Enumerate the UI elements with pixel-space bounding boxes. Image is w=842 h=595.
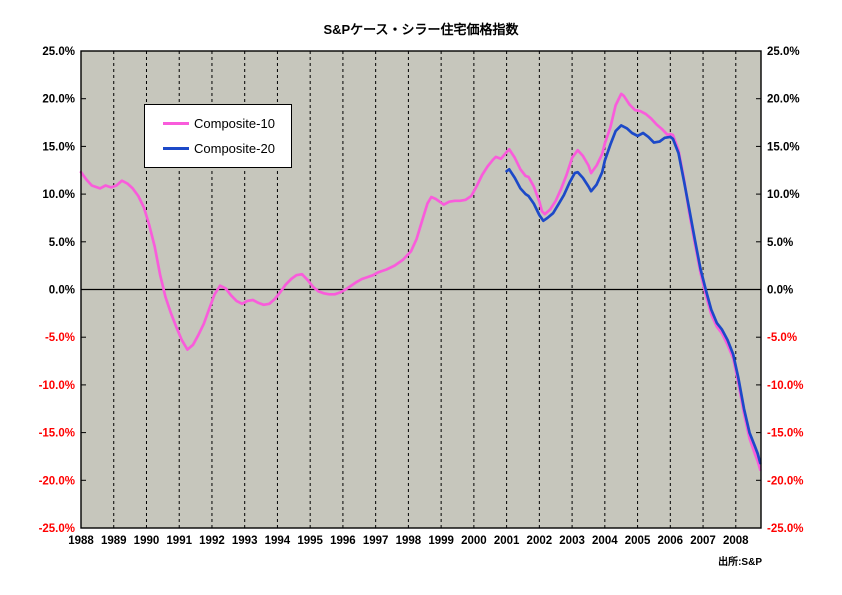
legend-label-composite-20: Composite-20 xyxy=(194,141,275,157)
x-axis-label: 2004 xyxy=(592,535,618,547)
y-axis-label-left: -25.0% xyxy=(39,523,75,535)
x-axis-label: 2006 xyxy=(658,535,684,547)
y-axis-label-right: -15.0% xyxy=(767,428,803,440)
y-axis-label-left: -15.0% xyxy=(39,428,75,440)
source-note: 出所:S&P xyxy=(718,557,762,568)
y-axis-label-right: -20.0% xyxy=(767,475,803,487)
y-axis-label-right: -25.0% xyxy=(767,523,803,535)
x-axis-label: 2003 xyxy=(559,535,585,547)
y-axis-label-right: 0.0% xyxy=(767,285,793,297)
y-axis-label-right: 25.0% xyxy=(767,46,800,58)
x-axis-label: 2001 xyxy=(494,535,520,547)
series-line-composite-20 xyxy=(505,124,762,465)
x-axis-label: 1994 xyxy=(265,535,291,547)
x-axis-label: 2005 xyxy=(625,535,651,547)
series-line-composite-10 xyxy=(79,92,762,472)
x-axis-label: 2000 xyxy=(461,535,487,547)
composite-10-line-sample xyxy=(163,121,189,125)
legend: Composite-10 Composite-20 xyxy=(144,104,292,168)
y-axis-label-right: -10.0% xyxy=(767,380,803,392)
x-axis-label: 1989 xyxy=(101,535,127,547)
y-axis-label-right: -5.0% xyxy=(767,332,797,344)
x-axis-label: 2008 xyxy=(723,535,749,547)
legend-entry-composite-10: Composite-10 xyxy=(163,116,291,131)
y-axis-label-left: 10.0% xyxy=(42,189,75,201)
y-axis-label-left: 25.0% xyxy=(42,46,75,58)
composite-20-line-sample xyxy=(163,147,189,151)
x-axis-label: 1997 xyxy=(363,535,389,547)
x-axis-label: 1990 xyxy=(134,535,160,547)
x-axis-label: 1993 xyxy=(232,535,258,547)
legend-entry-composite-20: Composite-20 xyxy=(163,141,291,156)
x-axis-label: 1995 xyxy=(297,535,323,547)
y-axis-label-left: 0.0% xyxy=(49,285,75,297)
chart-title: S&Pケース・シラー住宅価格指数 xyxy=(323,22,519,37)
legend-label-composite-10: Composite-10 xyxy=(194,115,275,131)
y-axis-label-right: 20.0% xyxy=(767,94,800,106)
x-axis-label: 1996 xyxy=(330,535,356,547)
x-axis-label: 1991 xyxy=(166,535,192,547)
x-axis-label: 1992 xyxy=(199,535,225,547)
x-axis-label: 1999 xyxy=(428,535,454,547)
y-axis-label-right: 5.0% xyxy=(767,237,793,249)
y-axis-label-left: -10.0% xyxy=(39,380,75,392)
y-axis-label-right: 15.0% xyxy=(767,141,800,153)
y-axis-label-left: 20.0% xyxy=(42,94,75,106)
y-axis-label-left: 5.0% xyxy=(49,237,75,249)
y-axis-label-left: -5.0% xyxy=(45,332,75,344)
x-axis-label: 1998 xyxy=(396,535,422,547)
x-axis-label: 2007 xyxy=(690,535,716,547)
y-axis-label-right: 10.0% xyxy=(767,189,800,201)
x-axis-label: 2002 xyxy=(527,535,553,547)
y-axis-label-left: 15.0% xyxy=(42,141,75,153)
y-axis-label-left: -20.0% xyxy=(39,475,75,487)
x-axis-label: 1988 xyxy=(68,535,94,547)
